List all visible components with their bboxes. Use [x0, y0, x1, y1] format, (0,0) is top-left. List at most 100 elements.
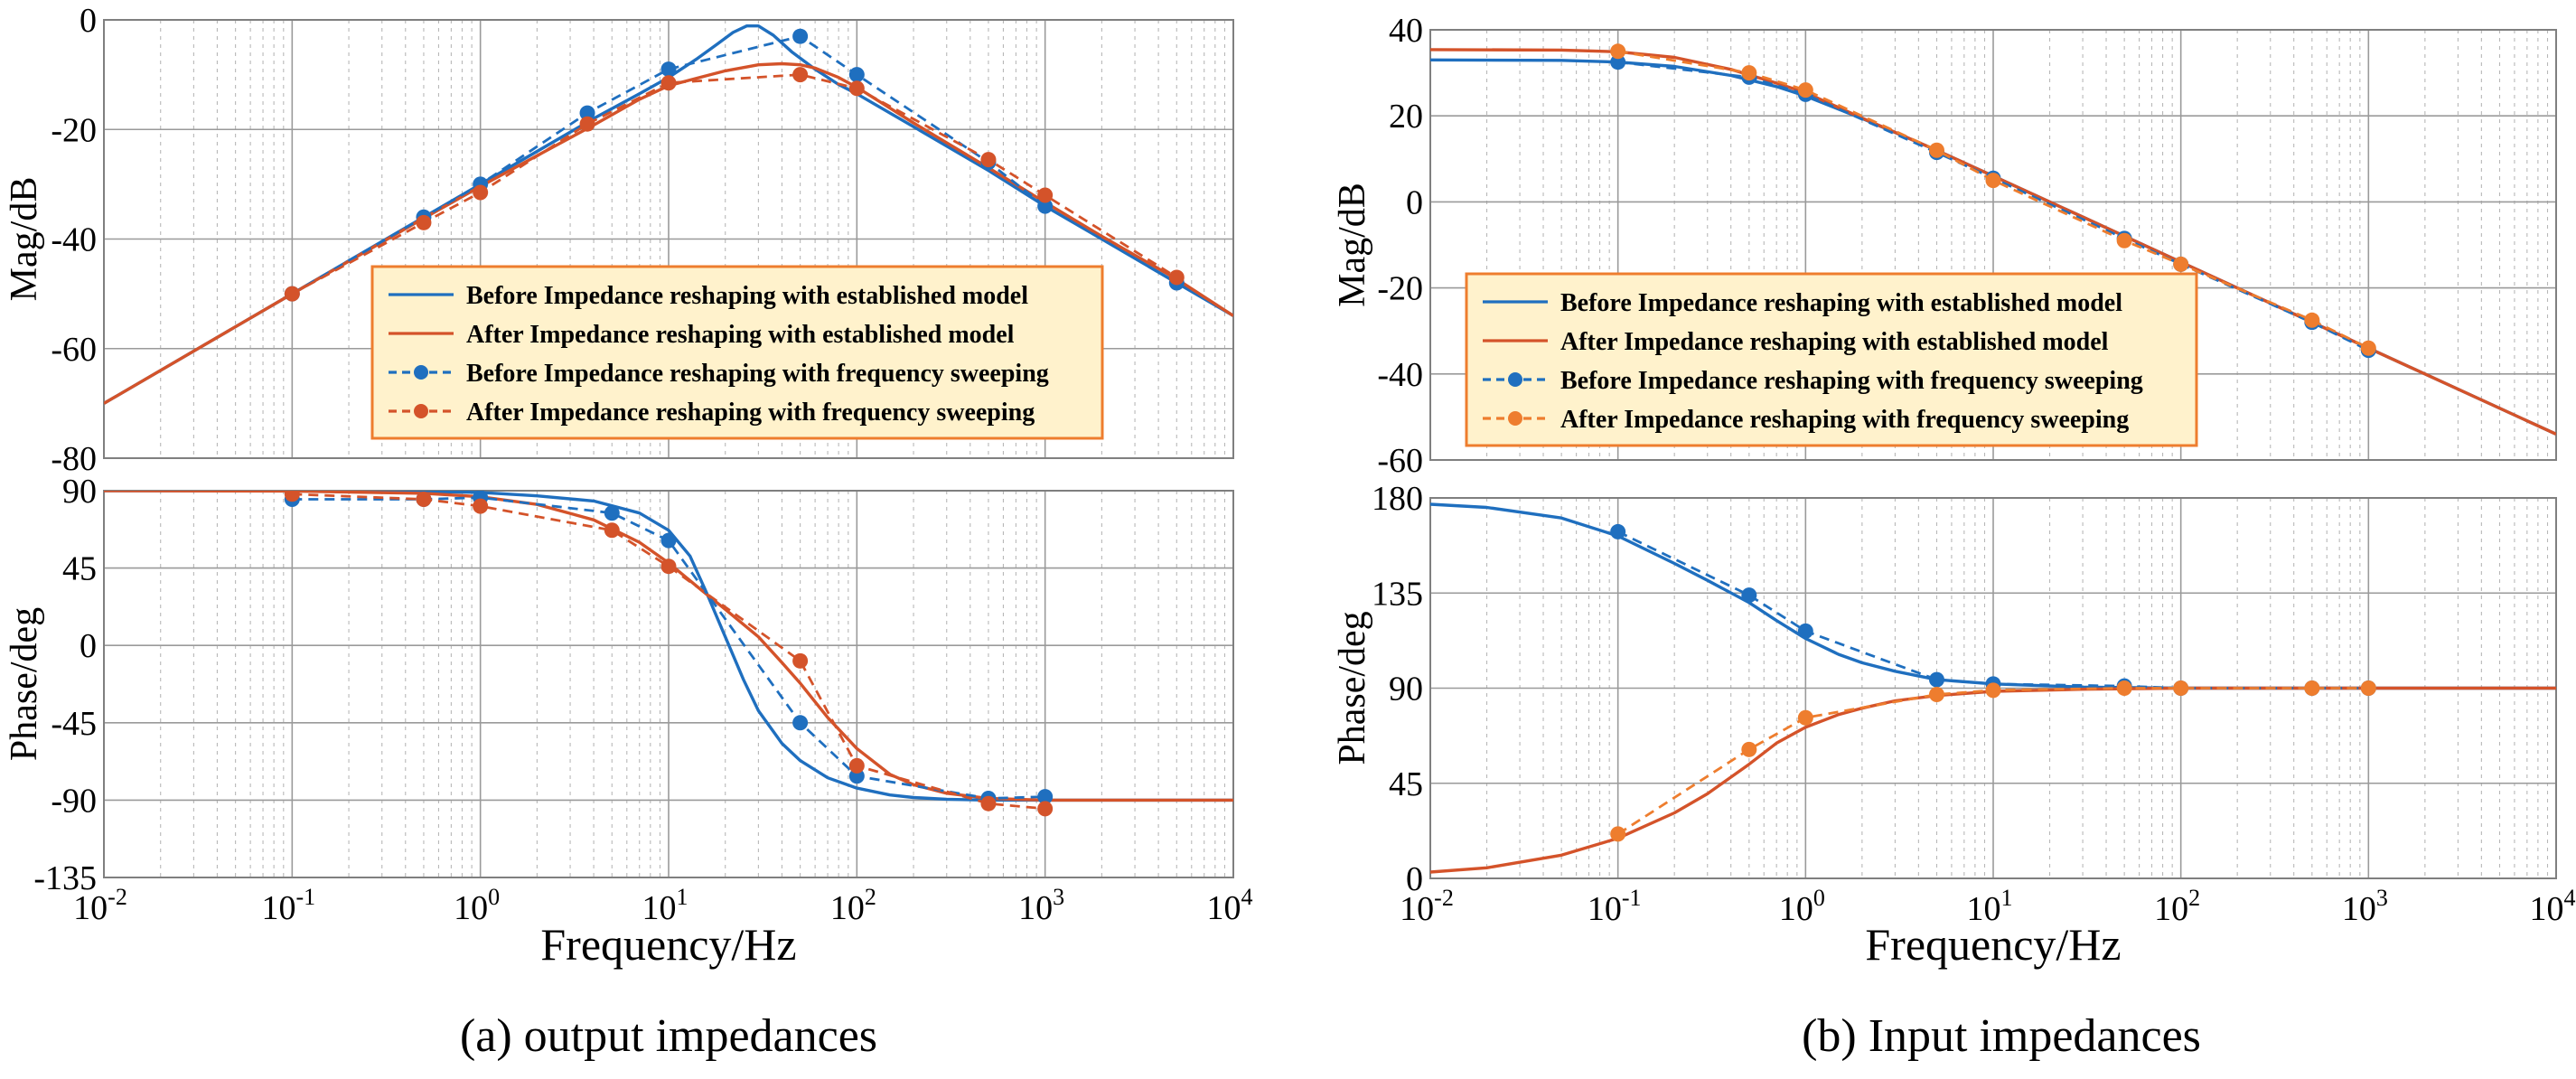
panel-phase: 90 45 0 -45 -90 -135 Phase/deg 10-2 10-1 100 101 10… — [4, 473, 1253, 970]
data-point-before_sweep — [1037, 198, 1054, 214]
legend-box — [370, 265, 1104, 440]
y-tick-label: -20 — [1377, 270, 1423, 308]
data-point-after_sweep — [848, 757, 865, 774]
legend-marker-before_sweep — [414, 365, 428, 380]
data-point-after_sweep — [2173, 680, 2189, 696]
x-tick-label: 100 — [1779, 885, 1825, 928]
y-tick-label: 0 — [1406, 860, 1423, 898]
chart-input-impedances: 40 20 0 -20 -40 -60 Mag/dB 180 135 90 45 0 Phase/deg… — [1332, 12, 2576, 1062]
data-point-after_sweep — [2116, 232, 2132, 249]
y-tick-label: 20 — [1389, 98, 1423, 136]
data-point-after_sweep — [2116, 680, 2132, 696]
legend: Before Impedance reshaping with establis… — [1465, 272, 2198, 447]
data-point-before_sweep — [1741, 587, 1757, 604]
x-tick-label: 101 — [642, 884, 688, 927]
data-point-before_sweep — [1610, 54, 1626, 70]
data-point-after_sweep — [1797, 82, 1813, 99]
data-point-after_sweep — [1037, 187, 1054, 203]
x-tick-label: 101 — [1967, 885, 2013, 928]
x-tick-label: 103 — [2342, 885, 2388, 928]
data-point-after_sweep — [1168, 269, 1185, 286]
data-point-after_sweep — [980, 152, 997, 168]
panel-phase: 180 135 90 45 0 Phase/deg 10-2 10-1 100 101 102 103… — [1332, 480, 2576, 970]
data-point-before_sweep — [660, 532, 677, 549]
data-point-after_sweep — [792, 67, 809, 83]
y-tick-label: -40 — [1377, 356, 1423, 394]
y-axis-label: Mag/dB — [4, 177, 45, 302]
data-point-after_sweep — [660, 75, 677, 91]
plot-frame — [103, 19, 1234, 459]
legend-box — [1465, 272, 2198, 447]
legend: Before Impedance reshaping with establis… — [370, 265, 1104, 440]
x-tick-label: 10-2 — [1400, 885, 1454, 928]
data-point-after_sweep — [284, 286, 300, 302]
y-tick-label: -45 — [51, 705, 97, 743]
data-point-after_sweep — [579, 116, 595, 132]
chart-output-impedances: 0 -20 -40 -60 -80 Mag/dB 90 45 0 -45 -90 -135 Phase/… — [4, 2, 1253, 1062]
y-tick-label: -60 — [51, 331, 97, 369]
legend-label-before_sweep: Before Impedance reshaping with frequenc… — [466, 360, 1049, 388]
data-point-after_sweep — [1610, 43, 1626, 60]
data-point-after_sweep — [1741, 741, 1757, 757]
data-point-after_sweep — [792, 652, 809, 669]
data-point-before_sweep — [1610, 523, 1626, 540]
series-line-before_sweep — [291, 34, 1178, 296]
y-tick-label: -60 — [1377, 442, 1423, 480]
y-tick-label: 40 — [1389, 12, 1423, 50]
y-axis-label: Mag/dB — [1332, 183, 1373, 307]
data-point-after_sweep — [848, 80, 865, 97]
data-point-after_sweep — [284, 491, 300, 502]
data-point-before_sweep — [604, 505, 620, 521]
figure-caption: (b) Input impedances — [1802, 1010, 2201, 1062]
data-point-before_sweep — [1928, 671, 1944, 688]
x-axis-label: Frequency/Hz — [540, 919, 796, 970]
data-point-before_sweep — [792, 715, 809, 731]
data-point-after_sweep — [1610, 826, 1626, 842]
x-tick-label: 100 — [454, 884, 500, 927]
legend-label-before_model: Before Impedance reshaping with establis… — [466, 282, 1028, 310]
series-line-after_sweep — [292, 493, 1045, 811]
data-point-after_sweep — [416, 492, 432, 508]
y-tick-label: 45 — [1389, 765, 1423, 803]
data-point-after_sweep — [660, 558, 677, 575]
x-tick-label: 104 — [1207, 884, 1253, 927]
y-tick-label: 90 — [1389, 671, 1423, 708]
y-tick-label: -80 — [51, 440, 97, 478]
data-point-after_sweep — [2304, 680, 2320, 696]
series-line-after_sweep — [291, 73, 1178, 296]
data-point-after_sweep — [2360, 680, 2376, 696]
data-point-after_sweep — [416, 214, 432, 230]
y-tick-label: -135 — [33, 859, 97, 897]
legend-label-after_sweep: After Impedance reshaping with frequency… — [1560, 406, 2129, 434]
y-tick-label: -40 — [51, 221, 97, 259]
data-point-before_sweep — [660, 61, 677, 78]
data-point-after_sweep — [2173, 256, 2189, 272]
y-axis-label: Phase/deg — [4, 607, 45, 761]
legend-label-before_sweep: Before Impedance reshaping with frequenc… — [1560, 367, 2143, 395]
legend-marker-before_sweep — [1508, 372, 1522, 387]
y-tick-label: -90 — [51, 782, 97, 820]
plot-frame — [1429, 29, 2557, 461]
data-point-after_sweep — [1985, 173, 2001, 189]
x-axis-label: Frequency/Hz — [1865, 919, 2121, 970]
data-point-after_sweep — [2360, 340, 2376, 356]
y-tick-label: -20 — [51, 111, 97, 149]
data-point-after_sweep — [473, 498, 489, 514]
data-point-before_sweep — [579, 105, 595, 121]
series-line-before_model — [104, 24, 1233, 405]
data-point-after_sweep — [604, 522, 620, 539]
data-point-before_sweep — [848, 67, 865, 83]
legend-label-before_model: Before Impedance reshaping with establis… — [1560, 289, 2122, 317]
data-point-after_sweep — [1741, 65, 1757, 81]
x-tick-label: 10-1 — [1588, 885, 1642, 928]
y-tick-label: 0 — [80, 627, 97, 665]
data-point-after_sweep — [1928, 687, 1944, 703]
y-tick-label: 135 — [1372, 575, 1423, 613]
data-point-before_sweep — [1797, 623, 1813, 639]
x-tick-label: 103 — [1018, 884, 1064, 927]
legend-label-after_model: After Impedance reshaping with establish… — [1560, 328, 2109, 356]
x-tick-label: 102 — [830, 884, 876, 927]
y-tick-label: 0 — [1406, 183, 1423, 221]
y-tick-label: 45 — [62, 550, 97, 588]
